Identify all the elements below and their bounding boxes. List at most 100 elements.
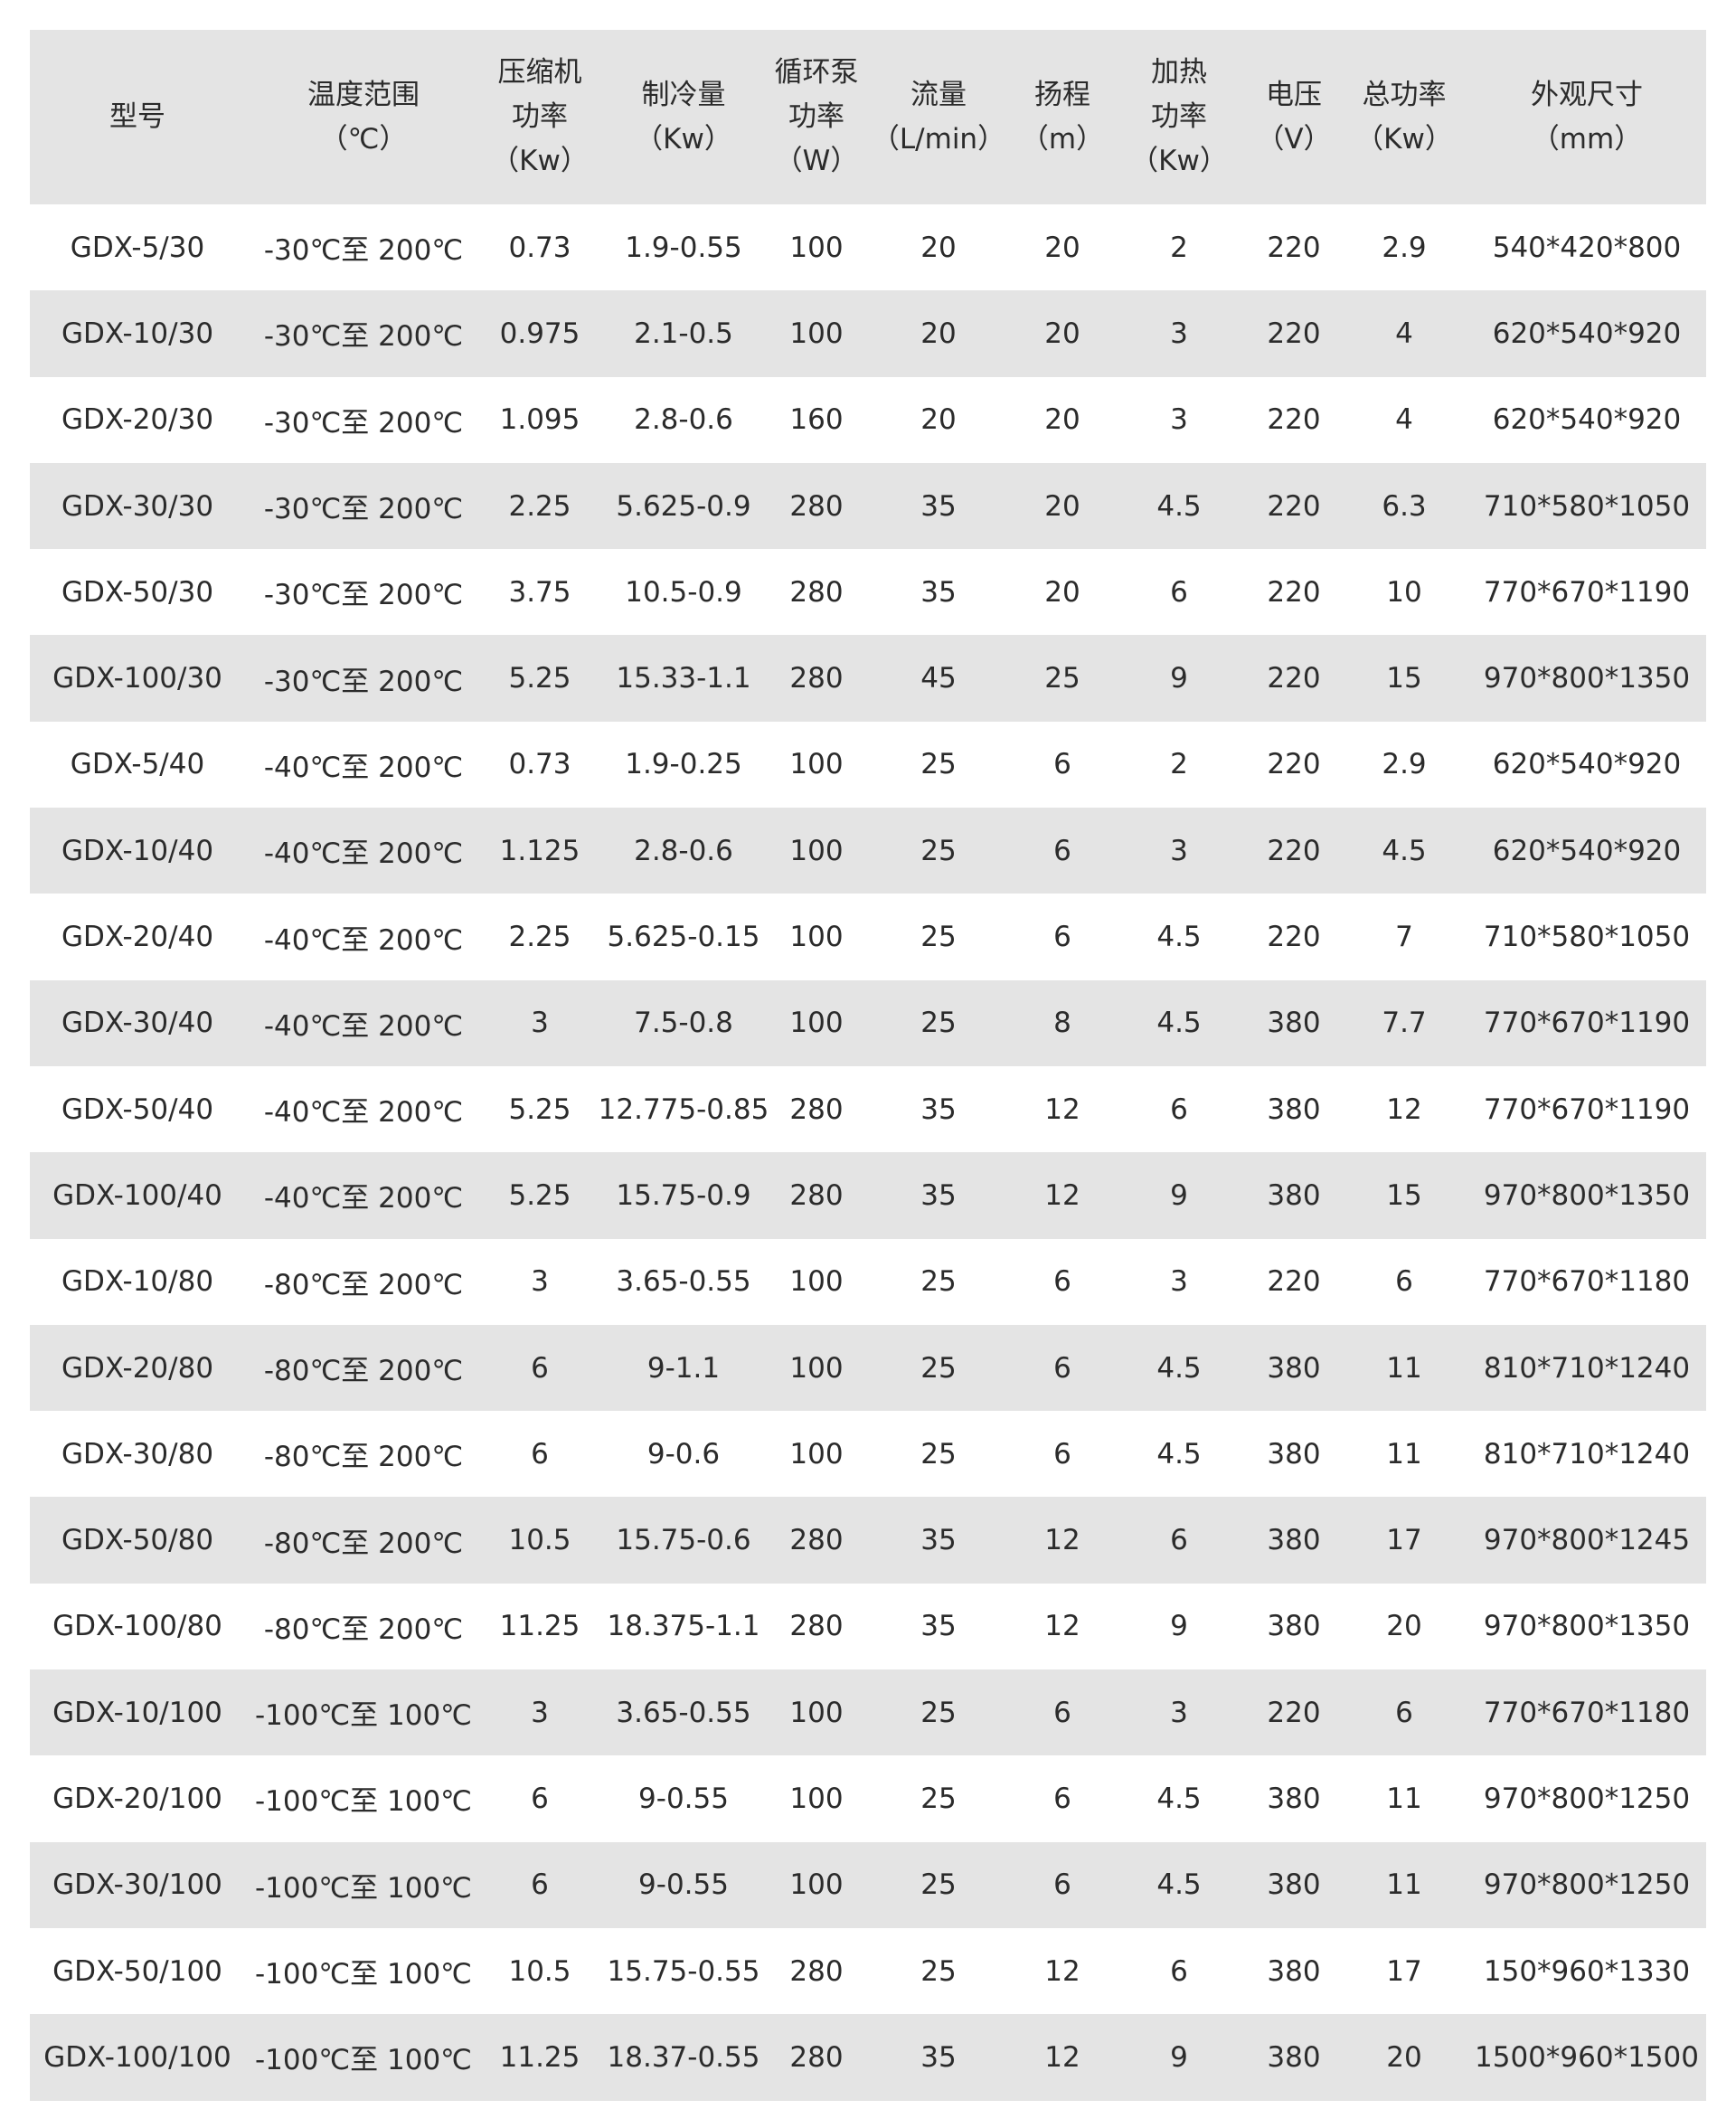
cell-cooling-capacity: 15.75-0.6 <box>598 1497 769 1584</box>
cell-compressor-power: 10.5 <box>482 1497 598 1584</box>
cell-pump-power: 160 <box>789 403 844 437</box>
cell-pump-power: 100 <box>789 1265 844 1299</box>
table-row: GDX-100/80 -80℃至 200℃ 11.25 18.375-1.1 280 35… <box>30 1584 1706 1669</box>
cell-dimensions: 620*540*920 <box>1467 808 1706 894</box>
cell-temp-range: -100℃至 100℃ <box>245 1669 482 1756</box>
cell-pump-power: 100 <box>789 1437 844 1471</box>
cell-heating-power: 3 <box>1111 290 1247 377</box>
cell-temp-range: -40℃至 200℃ <box>245 1152 482 1239</box>
cell-cooling-capacity: 15.75-0.55 <box>607 1954 760 1988</box>
cell-pump-power: 280 <box>769 2014 863 2101</box>
cell-pump-power: 100 <box>769 290 863 377</box>
header-text: 温度范围 <box>307 78 420 111</box>
cell-pump-power: 280 <box>789 575 844 609</box>
cell-voltage: 380 <box>1267 1782 1321 1815</box>
cell-cooling-capacity: 18.37-0.55 <box>598 2014 769 2101</box>
cell-compressor-power: 2.25 <box>508 921 571 954</box>
cell-model: GDX-50/100 <box>52 1954 222 1988</box>
cell-head: 6 <box>1053 1782 1071 1815</box>
cell-temp-range: -40℃至 200℃ <box>245 979 482 1066</box>
cell-cooling-capacity: 9-0.55 <box>598 1841 769 1928</box>
cell-voltage: 380 <box>1267 1092 1321 1126</box>
header-text: （Kw） <box>1130 145 1228 177</box>
cell-temp-range: -80℃至 200℃ <box>263 1268 464 1301</box>
cell-voltage: 380 <box>1247 1324 1341 1412</box>
cell-pump-power: 100 <box>769 1324 863 1412</box>
cell-temp-range: -100℃至 100℃ <box>245 1841 482 1928</box>
cell-head: 20 <box>1044 575 1080 609</box>
cell-model: GDX-5/40 <box>70 748 205 781</box>
cell-temp-range: -100℃至 100℃ <box>245 2014 482 2101</box>
header-text: 流量 <box>910 78 967 111</box>
cell-dimensions: 810*710*1240 <box>1483 1437 1691 1471</box>
cell-heating-power: 6 <box>1111 1497 1247 1584</box>
cell-cooling-capacity: 9-1.1 <box>598 1324 769 1412</box>
cell-compressor-power: 6 <box>531 1782 549 1815</box>
cell-temp-range: -30℃至 200℃ <box>263 234 464 268</box>
cell-dimensions: 620*540*920 <box>1467 290 1706 377</box>
cell-heating-power: 9 <box>1111 2014 1247 2101</box>
cell-dimensions: 970*800*1350 <box>1467 635 1706 722</box>
cell-pump-power: 100 <box>769 1841 863 1928</box>
cell-model: GDX-100/30 <box>30 635 245 722</box>
header-text: 功率 <box>788 100 844 133</box>
cell-compressor-power: 1.095 <box>499 403 580 437</box>
header-text: 外观尺寸 <box>1531 78 1643 111</box>
cell-head: 6 <box>1053 921 1071 954</box>
header-text: 功率 <box>1151 100 1207 133</box>
cell-dimensions: 770*670*1180 <box>1467 1669 1706 1756</box>
cell-total-power: 2.9 <box>1382 231 1427 264</box>
cell-pump-power: 280 <box>769 1152 863 1239</box>
cell-heating-power: 4.5 <box>1111 1324 1247 1412</box>
cell-voltage: 220 <box>1247 462 1341 550</box>
cell-heating-power: 4.5 <box>1111 979 1247 1066</box>
cell-dimensions: 150*960*1330 <box>1483 1954 1691 1988</box>
header-text: 循环泵 <box>774 56 859 89</box>
cell-temp-range: -30℃至 200℃ <box>245 635 482 722</box>
cell-pump-power: 100 <box>769 979 863 1066</box>
header-text: （mm） <box>1531 122 1643 156</box>
cell-flow: 35 <box>920 1092 957 1126</box>
header-heating-power: 加热 功率 （Kw） <box>1111 30 1247 204</box>
cell-model: GDX-20/40 <box>61 921 214 954</box>
cell-pump-power: 280 <box>789 1610 844 1643</box>
header-text: 总功率 <box>1362 78 1447 111</box>
cell-flow: 20 <box>920 403 957 437</box>
table-row: GDX-20/100 -100℃至 100℃ 6 9-0.55 100 25 6 4.5 380… <box>30 1755 1706 1841</box>
header-voltage: 电压 （V） <box>1247 30 1341 204</box>
cell-compressor-power: 0.975 <box>482 290 598 377</box>
cell-model: GDX-50/80 <box>30 1497 245 1584</box>
cell-compressor-power: 3 <box>482 979 598 1066</box>
cell-dimensions: 970*800*1250 <box>1483 1782 1691 1815</box>
table-row: GDX-100/40 -40℃至 200℃ 5.25 15.75-0.9 280 35 12… <box>30 1152 1706 1239</box>
cell-head: 12 <box>1044 1954 1080 1988</box>
cell-heating-power: 2 <box>1170 231 1188 264</box>
cell-model: GDX-5/30 <box>70 231 205 264</box>
cell-voltage: 380 <box>1267 1954 1321 1988</box>
cell-model: GDX-100/40 <box>30 1152 245 1239</box>
cell-total-power: 11 <box>1341 1324 1467 1412</box>
cell-compressor-power: 3 <box>531 1265 549 1299</box>
cell-pump-power: 100 <box>789 921 844 954</box>
cell-dimensions: 970*800*1250 <box>1467 1841 1706 1928</box>
cell-cooling-capacity: 9-0.6 <box>646 1437 721 1471</box>
cell-model: GDX-10/100 <box>30 1669 245 1756</box>
cell-pump-power: 100 <box>789 1782 844 1815</box>
cell-head: 12 <box>1044 1610 1080 1643</box>
cell-head: 6 <box>1053 1265 1071 1299</box>
cell-heating-power: 3 <box>1111 808 1247 894</box>
cell-total-power: 15 <box>1341 635 1467 722</box>
cell-total-power: 17 <box>1386 1954 1422 1988</box>
cell-flow: 20 <box>920 231 957 264</box>
cell-heating-power: 4.5 <box>1156 921 1202 954</box>
header-head: 扬程 （m） <box>1014 30 1111 204</box>
cell-total-power: 7 <box>1395 921 1413 954</box>
cell-heating-power: 6 <box>1170 1092 1188 1126</box>
cell-dimensions: 710*580*1050 <box>1483 921 1691 954</box>
spec-table: 型号 温度范围 （℃） 压缩机 功率 （Kw） 制冷量 （Kw） 循环泵 功率 （W） 流量 （L/mi… <box>30 30 1706 2101</box>
cell-voltage: 220 <box>1267 403 1321 437</box>
cell-dimensions: 770*670*1190 <box>1483 1092 1691 1126</box>
cell-model: GDX-10/40 <box>30 808 245 894</box>
header-text: （Kw） <box>491 145 589 177</box>
cell-total-power: 11 <box>1386 1437 1422 1471</box>
